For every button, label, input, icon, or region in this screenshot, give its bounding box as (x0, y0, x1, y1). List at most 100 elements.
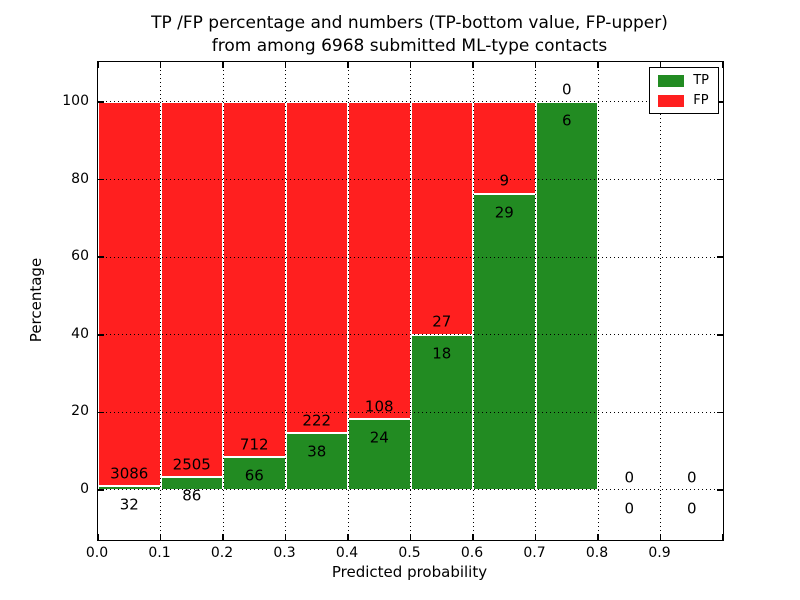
tp-count-label: 32 (119, 495, 139, 514)
fp-count-label: 3086 (110, 464, 149, 483)
gridline-x-0.9 (660, 62, 661, 540)
x-tick-bottom (597, 534, 599, 540)
gridline-x-0.3 (285, 62, 286, 540)
x-tick-label: 0.1 (148, 545, 171, 561)
bar-fp-bin0 (98, 101, 161, 486)
x-tick-top (222, 62, 224, 68)
x-tick-top (659, 62, 662, 68)
x-tick-top (472, 62, 474, 68)
x-tick-label: 0.4 (335, 545, 359, 561)
y-tick-label: 80 (71, 170, 89, 187)
fp-count-label: 0 (624, 468, 635, 487)
x-tick-top (409, 62, 412, 68)
x-tick-bottom (722, 534, 724, 540)
x-tick-bottom (284, 534, 287, 540)
x-tick-label: 0.3 (273, 545, 296, 561)
gridline-x-0.1 (160, 62, 161, 540)
x-tick-top (97, 62, 99, 68)
x-tick-top (722, 62, 724, 68)
tp-count-label: 6 (561, 111, 572, 130)
legend-label-tp: TP (693, 73, 709, 88)
x-tick-label: 0.8 (585, 545, 609, 561)
y-tick-left (98, 333, 104, 336)
x-tick-bottom (534, 534, 537, 540)
gridline-x-0.6 (472, 62, 474, 540)
fp-count-label: 222 (302, 411, 332, 430)
x-tick-bottom (159, 534, 162, 540)
x-tick-top (347, 62, 349, 68)
legend-label-fp: FP (693, 93, 709, 108)
fp-count-label: 712 (239, 435, 269, 454)
bar-tp-bin3 (285, 433, 348, 490)
y-tick-left (98, 489, 104, 491)
y-tick-label: 40 (71, 325, 89, 342)
tp-count-label: 0 (624, 499, 635, 518)
x-axis-label: Predicted probability (331, 563, 488, 581)
gridline-x-0.4 (347, 62, 349, 540)
bar-fp-bin2 (223, 101, 286, 458)
fp-count-label: 108 (364, 397, 394, 416)
y-tick-right (717, 333, 723, 336)
tp-count-label: 18 (432, 344, 452, 363)
x-tick-top (284, 62, 287, 68)
x-tick-label: 0.0 (85, 545, 109, 561)
tp-count-label: 29 (494, 203, 514, 222)
x-tick-bottom (222, 534, 224, 540)
x-tick-label: 0.6 (460, 545, 484, 561)
fp-count-label: 0 (686, 468, 697, 487)
tp-count-label: 66 (244, 466, 264, 485)
gridline-x-0.7 (535, 62, 536, 540)
x-tick-bottom (659, 534, 662, 540)
chart-title: TP /FP percentage and numbers (TP-bottom… (97, 12, 722, 58)
x-tick-top (534, 62, 537, 68)
y-tick-left (98, 256, 104, 258)
tp-count-label: 86 (182, 486, 202, 505)
y-tick-label: 60 (71, 248, 89, 265)
y-tick-right (717, 101, 723, 103)
x-tick-label: 0.7 (523, 545, 546, 561)
y-tick-left (98, 178, 104, 181)
y-tick-left (98, 101, 104, 103)
x-tick-label: 0.2 (210, 545, 234, 561)
fp-count-label: 0 (561, 80, 572, 99)
bar-tp-bin4 (348, 419, 411, 490)
y-tick-left (98, 411, 104, 414)
gridline-x-0.2 (222, 62, 224, 540)
fp-count-label: 2505 (172, 455, 211, 474)
tp-count-label: 24 (369, 428, 389, 447)
gridline-x-0.8 (597, 62, 599, 540)
x-tick-bottom (409, 534, 412, 540)
y-tick-right (717, 489, 723, 491)
bar-tp-bin7 (535, 101, 598, 490)
x-tick-bottom (472, 534, 474, 540)
y-tick-right (717, 178, 723, 181)
x-tick-label: 0.9 (648, 545, 671, 561)
y-tick-right (717, 256, 723, 258)
chart-title-line1: TP /FP percentage and numbers (TP-bottom… (151, 13, 668, 33)
tp-count-label: 0 (686, 499, 697, 518)
legend-item-tp: TP (658, 74, 709, 87)
legend-item-fp: FP (658, 94, 709, 107)
bar-fp-bin5 (410, 101, 473, 335)
x-tick-label: 0.5 (398, 545, 421, 561)
x-tick-top (597, 62, 599, 68)
gridline-x-0.5 (410, 62, 411, 540)
bar-fp-bin4 (348, 101, 411, 420)
bar-fp-bin1 (160, 101, 223, 478)
plot-area: TP FP 3086 32 2505 86 712 66 222 38 108 24 27 18 9 29… (97, 61, 724, 541)
tp-color-swatch (658, 74, 685, 87)
bar-fp-bin3 (285, 101, 348, 434)
chart-title-line2: from among 6968 submitted ML-type contac… (211, 36, 608, 56)
y-tick-label: 20 (71, 403, 89, 420)
legend: TP FP (649, 67, 719, 114)
x-tick-top (159, 62, 162, 68)
fp-color-swatch (658, 94, 685, 107)
tp-count-label: 38 (307, 442, 327, 461)
fp-count-label: 27 (432, 312, 452, 331)
fp-count-label: 9 (499, 171, 510, 190)
y-tick-label: 0 (80, 480, 89, 497)
bar-tp-bin6 (473, 193, 536, 490)
y-tick-right (717, 411, 723, 414)
y-tick-label: 100 (62, 92, 89, 109)
